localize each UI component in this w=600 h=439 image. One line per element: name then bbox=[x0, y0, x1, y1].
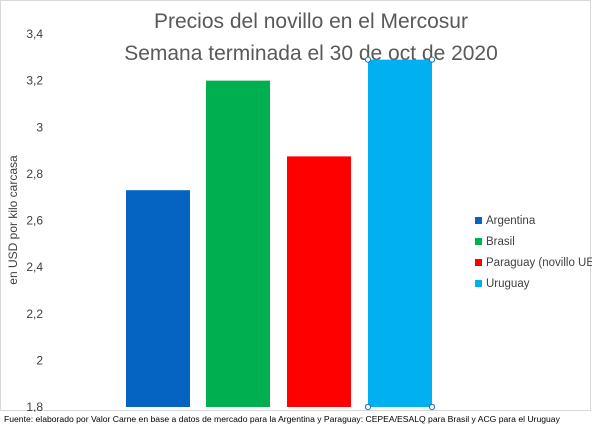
legend-label: Uruguay bbox=[486, 278, 530, 290]
legend: Argentina Brasil Paraguay (novillo UE) Urug… bbox=[475, 215, 592, 290]
legend-swatch bbox=[475, 238, 482, 245]
y-axis-title: en USD por kilo carcasa bbox=[6, 155, 20, 285]
legend-label: Brasil bbox=[486, 236, 515, 248]
y-tick-label: 2,4 bbox=[26, 260, 43, 274]
selection-handle[interactable] bbox=[364, 403, 372, 411]
selection-handle[interactable] bbox=[364, 56, 372, 63]
y-tick-label: 3 bbox=[36, 120, 43, 134]
legend-swatch bbox=[475, 280, 482, 287]
legend-swatch bbox=[475, 217, 482, 224]
bar-chart: Precios del novillo en el Mercosur Seman… bbox=[6, 10, 592, 412]
chart-subtitle: Semana terminada el 30 de oct de 2020 bbox=[124, 42, 498, 65]
chart-area: Precios del novillo en el Mercosur Seman… bbox=[0, 0, 592, 412]
legend-label: Paraguay (novillo UE) bbox=[486, 257, 592, 269]
y-tick-label: 3,4 bbox=[26, 27, 43, 41]
bar-paraguay-novillo-ue[interactable] bbox=[287, 156, 351, 407]
legend-swatch bbox=[475, 259, 482, 266]
source-note: Fuente: elaborado por Valor Carne en bas… bbox=[4, 414, 560, 424]
y-tick-label: 2,6 bbox=[26, 214, 43, 228]
y-tick-label: 2 bbox=[36, 353, 43, 367]
y-axis: 1,8 2 2,2 2,4 2,6 2,8 3 3,2 3,4 bbox=[26, 27, 43, 412]
bar-series-group bbox=[126, 56, 436, 411]
legend-label: Argentina bbox=[486, 215, 536, 227]
y-tick-label: 2,2 bbox=[26, 307, 43, 321]
y-tick-label: 2,8 bbox=[26, 167, 43, 181]
selection-handle[interactable] bbox=[428, 403, 436, 411]
bar-argentina[interactable] bbox=[126, 190, 190, 407]
bar-uruguay[interactable] bbox=[368, 59, 432, 408]
bar-brasil[interactable] bbox=[206, 80, 270, 407]
chart-title: Precios del novillo en el Mercosur bbox=[154, 10, 468, 33]
y-tick-label: 3,2 bbox=[26, 74, 43, 88]
selection-handle[interactable] bbox=[428, 56, 436, 63]
y-tick-label: 1,8 bbox=[26, 400, 43, 412]
